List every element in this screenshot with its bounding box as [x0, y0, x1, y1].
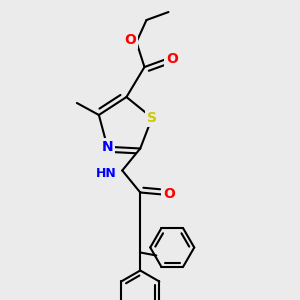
Text: HN: HN	[95, 167, 116, 180]
Text: O: O	[167, 52, 178, 66]
Text: S: S	[147, 111, 157, 125]
Text: O: O	[124, 33, 136, 47]
Text: N: N	[102, 140, 113, 154]
Text: O: O	[163, 188, 175, 202]
